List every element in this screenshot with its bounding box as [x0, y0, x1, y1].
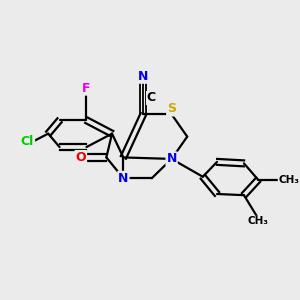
Text: N: N — [167, 152, 177, 165]
Text: CH₃: CH₃ — [278, 175, 299, 185]
Text: S: S — [167, 103, 176, 116]
Text: N: N — [138, 70, 148, 83]
Text: F: F — [82, 82, 91, 95]
Text: CH₃: CH₃ — [248, 216, 268, 226]
Text: Cl: Cl — [21, 135, 34, 148]
Text: N: N — [118, 172, 129, 185]
Text: C: C — [147, 92, 156, 104]
Text: O: O — [76, 151, 86, 164]
